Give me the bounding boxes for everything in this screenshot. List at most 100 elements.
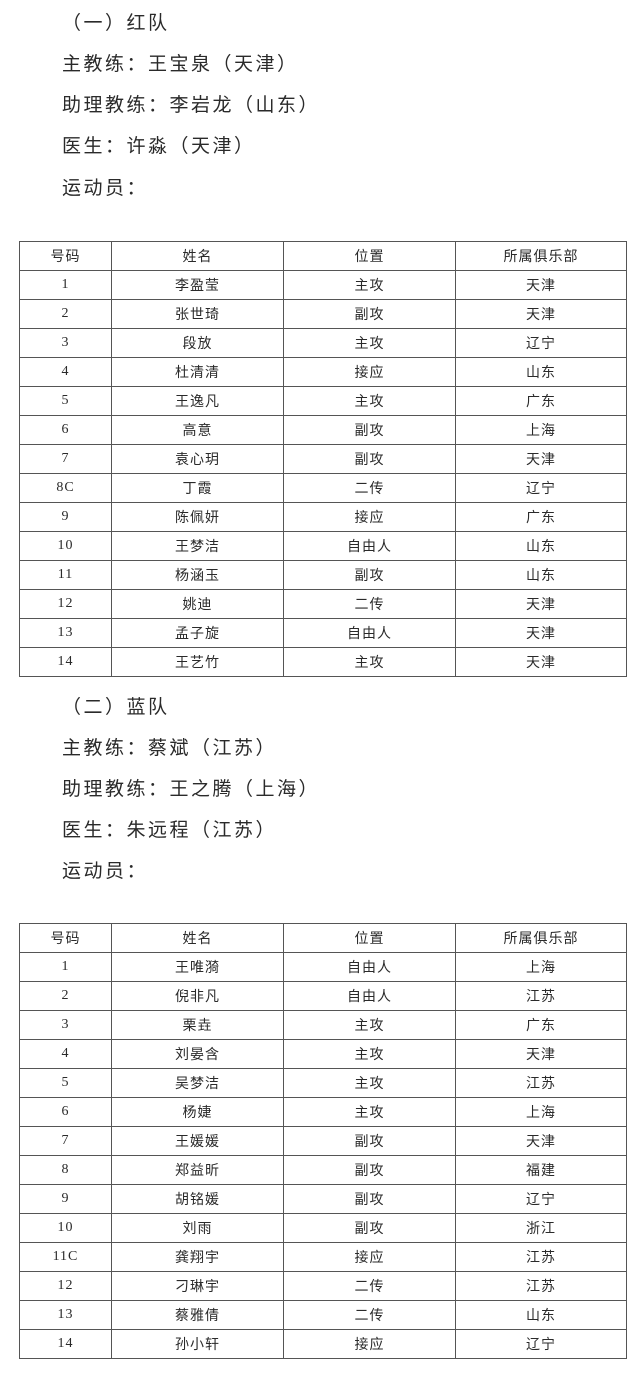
player-position: 主攻: [283, 270, 456, 300]
player-position: 二传: [283, 589, 456, 619]
player-number: 12: [19, 589, 112, 619]
player-position: 主攻: [283, 1039, 456, 1069]
player-name: 郑益昕: [111, 1155, 284, 1185]
player-position: 副攻: [283, 1126, 456, 1156]
player-name: 刁琳宇: [111, 1271, 284, 1301]
player-name: 胡铭媛: [111, 1184, 284, 1214]
player-club: 江苏: [455, 1068, 627, 1098]
table-row: 12 姚迪 二传 天津: [19, 589, 627, 619]
roster-table: 号码 姓名 位置 所属俱乐部 1 李盈莹 主攻 天津 2 张世琦 副攻 天津 3 段放 主攻 辽宁 4 杜清清 接应…: [19, 241, 627, 677]
player-club: 浙江: [455, 1213, 627, 1243]
player-name: 刘晏含: [111, 1039, 284, 1069]
player-club: 山东: [455, 1300, 627, 1330]
table-row: 13 蔡雅倩 二传 山东: [19, 1300, 627, 1330]
player-name: 王艺竹: [111, 647, 284, 677]
table-row: 2 张世琦 副攻 天津: [19, 299, 627, 329]
player-number: 11: [19, 560, 112, 590]
column-header: 所属俱乐部: [455, 241, 627, 271]
player-position: 主攻: [283, 1097, 456, 1127]
table-row: 4 杜清清 接应 山东: [19, 357, 627, 387]
player-club: 辽宁: [455, 1184, 627, 1214]
column-header: 位置: [283, 241, 456, 271]
player-number: 13: [19, 1300, 112, 1330]
table-row: 6 杨婕 主攻 上海: [19, 1097, 627, 1127]
table-row: 11 杨涵玉 副攻 山东: [19, 560, 627, 590]
player-club: 广东: [455, 502, 627, 532]
assistant-coach: 助理教练：李岩龙（山东）: [62, 95, 321, 116]
player-position: 主攻: [283, 328, 456, 358]
player-number: 7: [19, 444, 112, 474]
player-name: 王逸凡: [111, 386, 284, 416]
column-header: 姓名: [111, 241, 284, 271]
player-number: 7: [19, 1126, 112, 1156]
player-number: 14: [19, 647, 112, 677]
table-row: 10 王梦洁 自由人 山东: [19, 531, 627, 561]
player-club: 天津: [455, 1039, 627, 1069]
player-number: 1: [19, 952, 112, 982]
player-number: 9: [19, 502, 112, 532]
player-position: 主攻: [283, 1010, 456, 1040]
table-row: 1 王唯漪 自由人 上海: [19, 952, 627, 982]
player-club: 福建: [455, 1155, 627, 1185]
player-number: 8C: [19, 473, 112, 503]
column-header: 号码: [19, 241, 112, 271]
table-row: 5 吴梦洁 主攻 江苏: [19, 1068, 627, 1098]
table-row: 12 刁琳宇 二传 江苏: [19, 1271, 627, 1301]
table-row: 14 孙小轩 接应 辽宁: [19, 1329, 627, 1359]
player-position: 副攻: [283, 1184, 456, 1214]
table-row: 1 李盈莹 主攻 天津: [19, 270, 627, 300]
player-club: 广东: [455, 1010, 627, 1040]
player-position: 自由人: [283, 618, 456, 648]
player-name: 杨婕: [111, 1097, 284, 1127]
player-club: 天津: [455, 589, 627, 619]
player-number: 6: [19, 1097, 112, 1127]
player-club: 天津: [455, 618, 627, 648]
column-header: 号码: [19, 923, 112, 953]
player-name: 丁霞: [111, 473, 284, 503]
player-club: 天津: [455, 444, 627, 474]
table-row: 7 王媛媛 副攻 天津: [19, 1126, 627, 1156]
player-position: 副攻: [283, 299, 456, 329]
player-name: 张世琦: [111, 299, 284, 329]
player-number: 12: [19, 1271, 112, 1301]
player-name: 杨涵玉: [111, 560, 284, 590]
table-row: 13 孟子旋 自由人 天津: [19, 618, 627, 648]
player-position: 副攻: [283, 415, 456, 445]
player-name: 陈佩妍: [111, 502, 284, 532]
player-name: 袁心玥: [111, 444, 284, 474]
player-club: 上海: [455, 952, 627, 982]
player-number: 8: [19, 1155, 112, 1185]
player-club: 上海: [455, 415, 627, 445]
table-row: 7 袁心玥 副攻 天津: [19, 444, 627, 474]
player-position: 二传: [283, 1300, 456, 1330]
head-coach: 主教练：王宝泉（天津）: [62, 54, 299, 75]
player-position: 自由人: [283, 531, 456, 561]
section-heading: （二）蓝队: [62, 697, 170, 718]
table-row: 8C 丁霞 二传 辽宁: [19, 473, 627, 503]
player-name: 吴梦洁: [111, 1068, 284, 1098]
player-club: 天津: [455, 299, 627, 329]
player-position: 副攻: [283, 1213, 456, 1243]
player-number: 3: [19, 328, 112, 358]
player-position: 二传: [283, 473, 456, 503]
table-row: 5 王逸凡 主攻 广东: [19, 386, 627, 416]
player-name: 段放: [111, 328, 284, 358]
player-name: 王媛媛: [111, 1126, 284, 1156]
athletes-label: 运动员：: [62, 178, 149, 199]
player-club: 山东: [455, 357, 627, 387]
assistant-coach: 助理教练：王之腾（上海）: [62, 779, 321, 800]
player-number: 4: [19, 1039, 112, 1069]
table-row: 4 刘晏含 主攻 天津: [19, 1039, 627, 1069]
athletes-label: 运动员：: [62, 861, 149, 882]
player-club: 天津: [455, 270, 627, 300]
player-position: 接应: [283, 502, 456, 532]
player-name: 龚翔宇: [111, 1242, 284, 1272]
player-number: 10: [19, 1213, 112, 1243]
player-name: 王唯漪: [111, 952, 284, 982]
player-club: 广东: [455, 386, 627, 416]
table-row: 14 王艺竹 主攻 天津: [19, 647, 627, 677]
player-position: 二传: [283, 1271, 456, 1301]
player-number: 10: [19, 531, 112, 561]
table-row: 2 倪非凡 自由人 江苏: [19, 981, 627, 1011]
player-name: 李盈莹: [111, 270, 284, 300]
